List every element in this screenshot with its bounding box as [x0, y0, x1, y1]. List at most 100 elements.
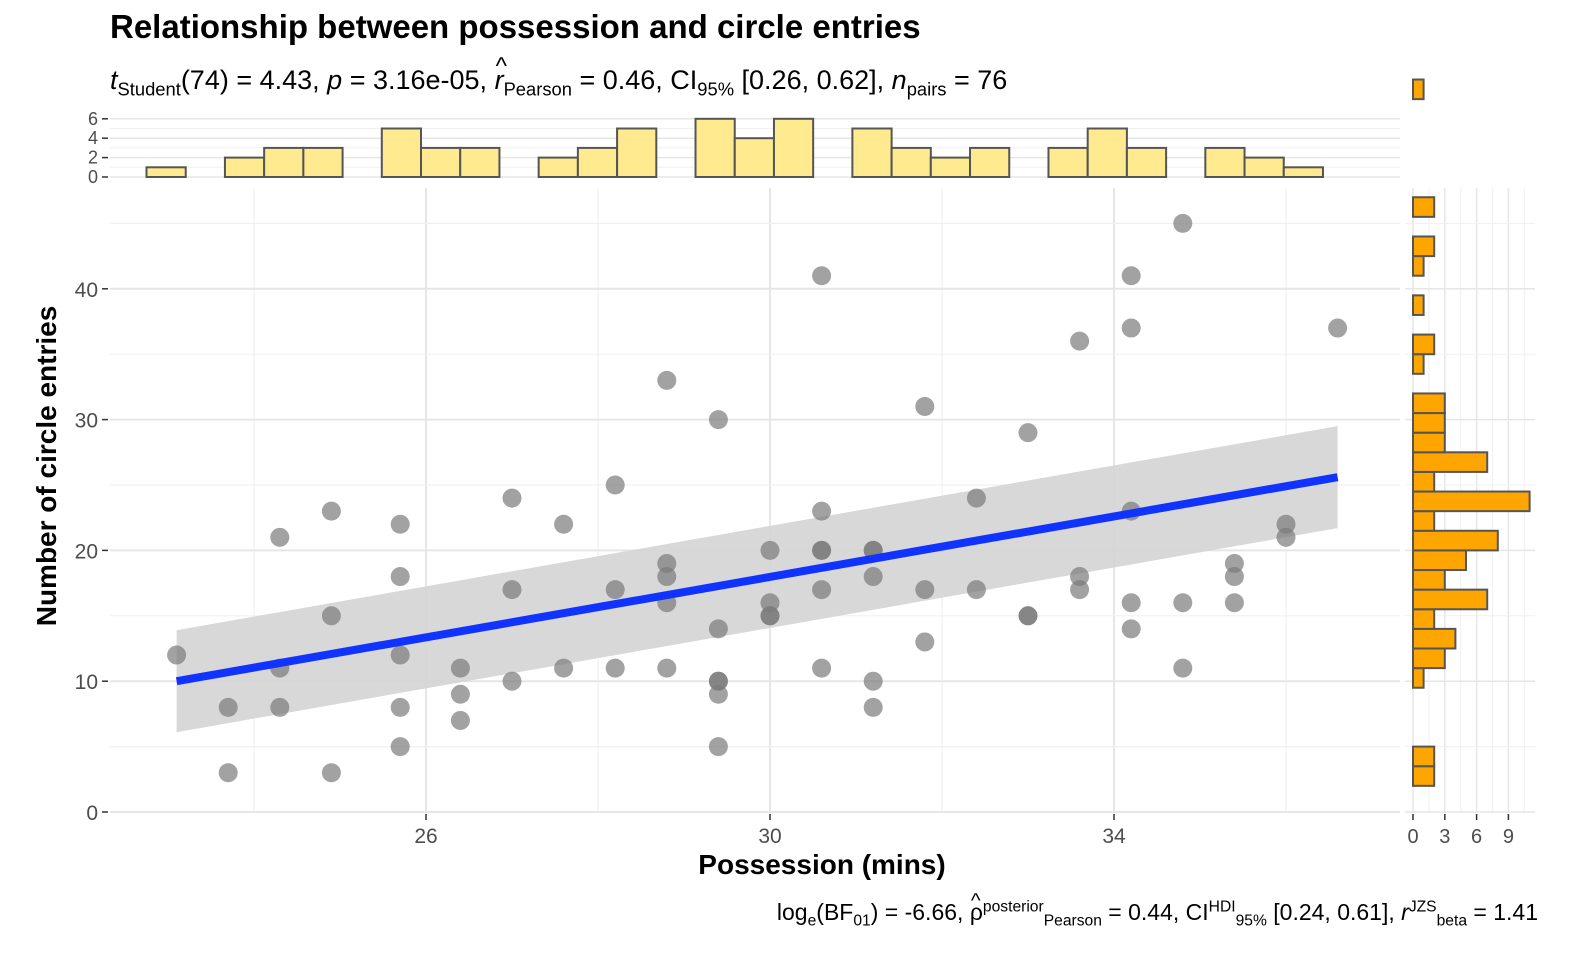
data-point	[270, 697, 290, 717]
right-hist-bar	[1412, 392, 1446, 415]
regression-line	[175, 473, 1339, 686]
rbeta-sub: beta	[1436, 912, 1468, 930]
y-tick-label: 40	[75, 279, 98, 302]
right-hist-bar	[1412, 196, 1436, 218]
data-point	[708, 737, 728, 757]
top-hist-bar	[223, 156, 266, 179]
data-point	[554, 658, 574, 678]
right-hist-tick-label: 3	[1439, 826, 1450, 848]
data-point	[1276, 527, 1296, 547]
data-point	[708, 619, 728, 639]
rbeta-sup: JZS	[1408, 898, 1437, 916]
data-point	[708, 684, 728, 704]
top-hist-bar	[1282, 166, 1324, 179]
top-hist-bar	[969, 146, 1011, 178]
chart-subtitle: tStudent(74) = 4.43, p = 3.16e-05, rPear…	[110, 49, 1008, 100]
data-point	[1070, 331, 1090, 351]
data-point	[1173, 593, 1193, 613]
top-hist-bar	[851, 127, 893, 178]
data-point	[760, 593, 780, 613]
data-point	[708, 671, 728, 691]
data-point	[502, 580, 522, 600]
data-point	[1070, 580, 1090, 600]
right-hist-bar	[1412, 353, 1425, 375]
rbeta-value: = 1.41	[1467, 899, 1538, 925]
top-hist-bar	[1243, 156, 1285, 179]
data-point	[1121, 619, 1141, 639]
data-point	[1328, 318, 1348, 338]
right-hist-bar	[1412, 294, 1425, 316]
data-point	[218, 697, 238, 717]
chart-caption: loge(BF01) = -6.66, ρposteriorPearson = …	[776, 881, 1538, 932]
x-axis-label: Possession (mins)	[698, 849, 945, 880]
bf-text: log	[776, 899, 808, 925]
top-hist-bar	[420, 146, 462, 178]
top-hist-tick-label: 2	[88, 148, 98, 168]
data-point	[218, 763, 238, 783]
data-point	[1121, 318, 1141, 338]
data-point	[390, 567, 410, 587]
right-hist-bar	[1412, 765, 1436, 787]
data-point	[450, 658, 470, 678]
top-hist-bar	[1125, 146, 1168, 178]
x-tick-label: 30	[758, 825, 781, 848]
right-hist-bar	[1412, 667, 1425, 689]
y-axis-label: Number of circle entries	[31, 306, 62, 627]
data-point	[915, 397, 935, 417]
right-hist-bar	[1412, 647, 1446, 670]
ci-value: [0.26, 0.62],	[734, 65, 892, 95]
data-point	[657, 370, 677, 390]
data-point	[1276, 514, 1296, 534]
data-point	[1121, 593, 1141, 613]
right-hist-bar	[1412, 529, 1499, 552]
data-point	[863, 697, 883, 717]
top-hist-bar	[576, 146, 619, 178]
data-point	[390, 697, 410, 717]
data-point	[812, 266, 832, 286]
x-tick-label: 26	[414, 825, 437, 848]
data-point	[812, 580, 832, 600]
data-point	[1224, 567, 1244, 587]
data-point	[450, 684, 470, 704]
right-hist-bar	[1412, 470, 1436, 493]
data-point	[915, 580, 935, 600]
data-point	[863, 567, 883, 587]
right-hist-bar	[1412, 588, 1489, 611]
scatter-points	[167, 213, 1348, 783]
right-hist-bar	[1412, 78, 1425, 101]
t-sub: Student	[117, 78, 181, 100]
right-hist-tick-label: 0	[1407, 826, 1418, 848]
data-point	[390, 514, 410, 534]
top-hist-bar	[302, 146, 344, 178]
right-hist-bar	[1412, 431, 1446, 454]
data-point	[1173, 658, 1193, 678]
rbeta-label: r	[1401, 899, 1409, 925]
top-hist-bar	[459, 146, 501, 178]
data-point	[915, 632, 935, 652]
right-hist-bar	[1412, 412, 1446, 434]
data-point	[812, 501, 832, 521]
y-tick-label: 0	[86, 802, 98, 825]
data-point	[502, 671, 522, 691]
data-point	[657, 567, 677, 587]
top-hist-bar	[1086, 127, 1128, 178]
top-hist-bar	[616, 127, 658, 178]
data-point	[1224, 593, 1244, 613]
rho-sup: posterior	[982, 898, 1044, 916]
r-sub: Pearson	[503, 78, 572, 100]
data-point	[966, 488, 986, 508]
right-hist-bar	[1412, 451, 1489, 473]
data-point	[1018, 423, 1038, 443]
data-point	[605, 475, 625, 495]
data-point	[605, 580, 625, 600]
top-hist-bar	[145, 166, 187, 179]
bf-open: (BF	[816, 899, 854, 925]
top-hist-bar	[772, 117, 815, 179]
right-hist-bar	[1412, 490, 1531, 513]
data-point	[812, 658, 832, 678]
data-point	[1121, 266, 1141, 286]
ci-sub: 95%	[697, 78, 735, 100]
data-point	[450, 710, 470, 730]
n-value: = 76	[946, 65, 1008, 95]
